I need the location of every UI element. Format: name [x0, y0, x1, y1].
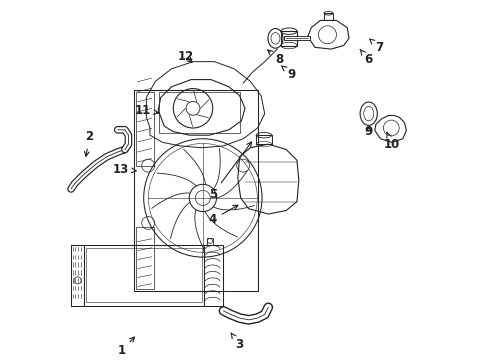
Text: 6: 6 — [360, 49, 373, 66]
Text: 10: 10 — [384, 132, 400, 150]
Text: 9: 9 — [282, 66, 296, 81]
Text: 12: 12 — [178, 50, 194, 63]
Text: 9: 9 — [365, 125, 373, 138]
Text: 13: 13 — [113, 163, 136, 176]
Text: 3: 3 — [231, 333, 244, 351]
Text: 4: 4 — [209, 205, 238, 226]
Text: 11: 11 — [135, 104, 159, 117]
Text: 5: 5 — [209, 142, 251, 201]
Text: 1: 1 — [117, 337, 135, 357]
Text: 7: 7 — [369, 39, 384, 54]
Text: 2: 2 — [84, 130, 93, 156]
Text: 8: 8 — [268, 50, 283, 66]
